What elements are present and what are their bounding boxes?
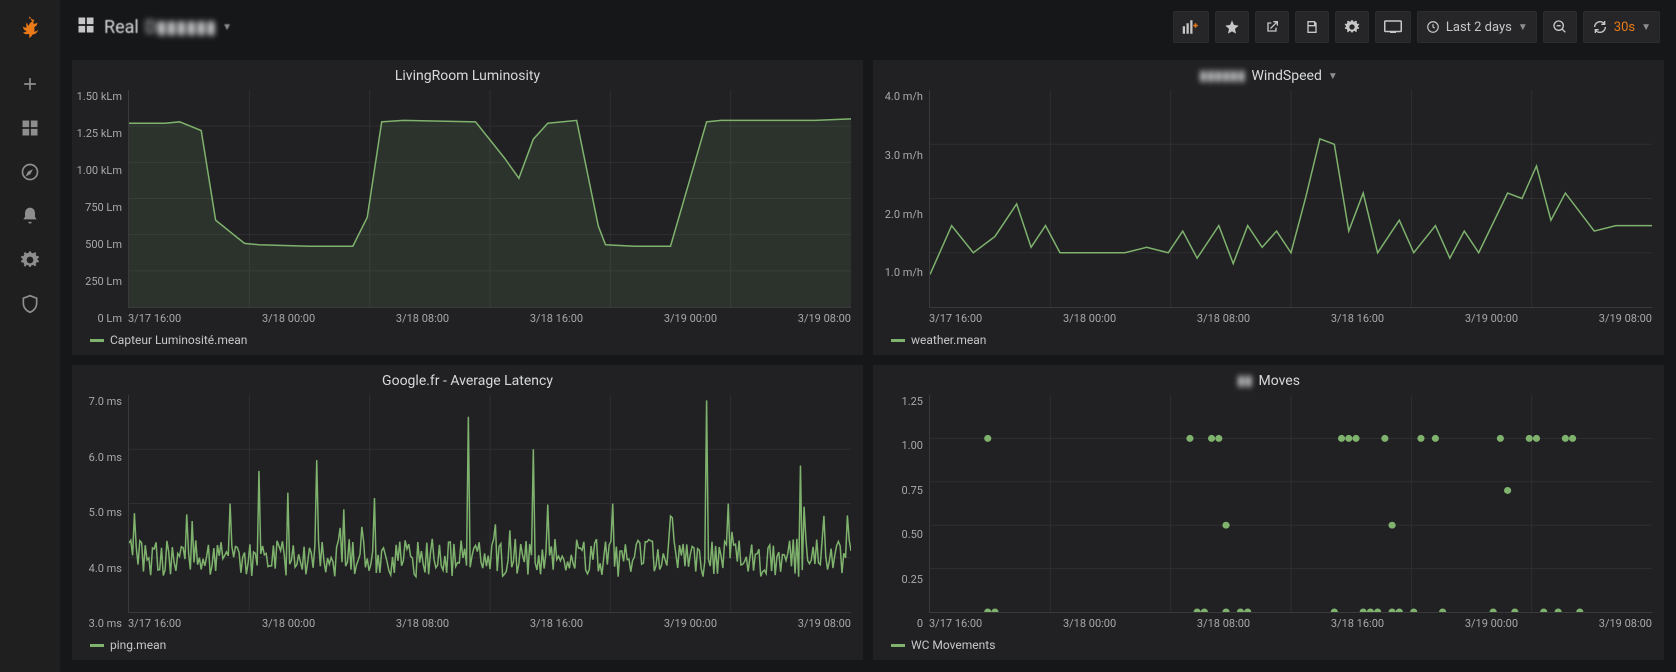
y-axis: 1.50 kLm1.25 kLm1.00 kLm750 Lm500 Lm250 … xyxy=(76,90,128,325)
add-panel-button[interactable] xyxy=(1173,11,1209,43)
legend-swatch xyxy=(891,339,905,342)
share-button[interactable] xyxy=(1255,11,1289,43)
x-axis: 3/17 16:003/18 00:003/18 08:003/18 16:00… xyxy=(128,308,851,325)
legend-label: WC Movements xyxy=(911,638,995,652)
save-button[interactable] xyxy=(1295,11,1329,43)
plot-area[interactable] xyxy=(128,90,851,308)
legend-swatch xyxy=(90,339,104,342)
dashboard-title-blur: D▮▮▮▮▮▮ xyxy=(145,17,216,38)
grafana-logo[interactable] xyxy=(10,8,50,48)
legend[interactable]: WC Movements xyxy=(873,630,1664,652)
panel-title[interactable]: ▮▮ Moves xyxy=(873,369,1664,391)
alerting-icon[interactable] xyxy=(10,196,50,236)
server-admin-icon[interactable] xyxy=(10,284,50,324)
refresh-button[interactable]: 30s ▼ xyxy=(1583,11,1660,43)
plot-area[interactable] xyxy=(128,395,851,613)
x-axis: 3/17 16:003/18 00:003/18 08:003/18 16:00… xyxy=(929,308,1652,325)
chevron-down-icon: ▼ xyxy=(222,22,232,33)
add-icon[interactable] xyxy=(10,64,50,104)
explore-icon[interactable] xyxy=(10,152,50,192)
panel-windspeed: ▮▮▮▮▮▮ WindSpeed ▼ 4.0 m/h3.0 m/h2.0 m/h… xyxy=(873,60,1664,355)
panel-title[interactable]: ▮▮▮▮▮▮ WindSpeed ▼ xyxy=(873,64,1664,86)
panel-title[interactable]: LivingRoom Luminosity xyxy=(72,64,863,86)
panels-grid: LivingRoom Luminosity 1.50 kLm1.25 kLm1.… xyxy=(60,54,1676,672)
cycle-view-button[interactable] xyxy=(1375,11,1411,43)
y-axis: 1.251.000.750.500.250 xyxy=(877,395,929,630)
chevron-down-icon: ▼ xyxy=(1328,71,1338,82)
chevron-down-icon: ▼ xyxy=(1641,22,1651,33)
plot-area[interactable] xyxy=(929,395,1652,613)
y-axis: 7.0 ms6.0 ms5.0 ms4.0 ms3.0 ms xyxy=(76,395,128,630)
panel-luminosity: LivingRoom Luminosity 1.50 kLm1.25 kLm1.… xyxy=(72,60,863,355)
sidebar xyxy=(0,0,60,672)
legend-swatch xyxy=(90,644,104,647)
dashboard-list-icon[interactable] xyxy=(76,15,96,39)
dashboard-title-text: Real xyxy=(104,17,139,38)
x-axis: 3/17 16:003/18 00:003/18 08:003/18 16:00… xyxy=(128,613,851,630)
timerange-button[interactable]: Last 2 days ▼ xyxy=(1417,11,1537,43)
panel-moves: ▮▮ Moves 1.251.000.750.500.250 3/17 16:0… xyxy=(873,365,1664,660)
configuration-icon[interactable] xyxy=(10,240,50,280)
chevron-down-icon: ▼ xyxy=(1518,22,1528,33)
x-axis: 3/17 16:003/18 00:003/18 08:003/18 16:00… xyxy=(929,613,1652,630)
legend-label: ping.mean xyxy=(110,638,166,652)
timerange-label: Last 2 days xyxy=(1446,20,1512,35)
panel-latency: Google.fr - Average Latency 7.0 ms6.0 ms… xyxy=(72,365,863,660)
dashboards-icon[interactable] xyxy=(10,108,50,148)
y-axis: 4.0 m/h3.0 m/h2.0 m/h1.0 m/h xyxy=(877,90,929,325)
topbar: Real D▮▮▮▮▮▮ ▼ xyxy=(60,0,1676,54)
refresh-interval-label: 30s xyxy=(1614,20,1635,35)
star-button[interactable] xyxy=(1215,11,1249,43)
plot-area[interactable] xyxy=(929,90,1652,308)
dashboard-title[interactable]: Real D▮▮▮▮▮▮ ▼ xyxy=(104,17,232,38)
zoom-out-button[interactable] xyxy=(1543,11,1577,43)
settings-button[interactable] xyxy=(1335,11,1369,43)
legend-label: Capteur Luminosité.mean xyxy=(110,333,247,347)
legend-label: weather.mean xyxy=(911,333,986,347)
legend[interactable]: weather.mean xyxy=(873,325,1664,347)
legend[interactable]: ping.mean xyxy=(72,630,863,652)
legend[interactable]: Capteur Luminosité.mean xyxy=(72,325,863,347)
legend-swatch xyxy=(891,644,905,647)
panel-title[interactable]: Google.fr - Average Latency xyxy=(72,369,863,391)
